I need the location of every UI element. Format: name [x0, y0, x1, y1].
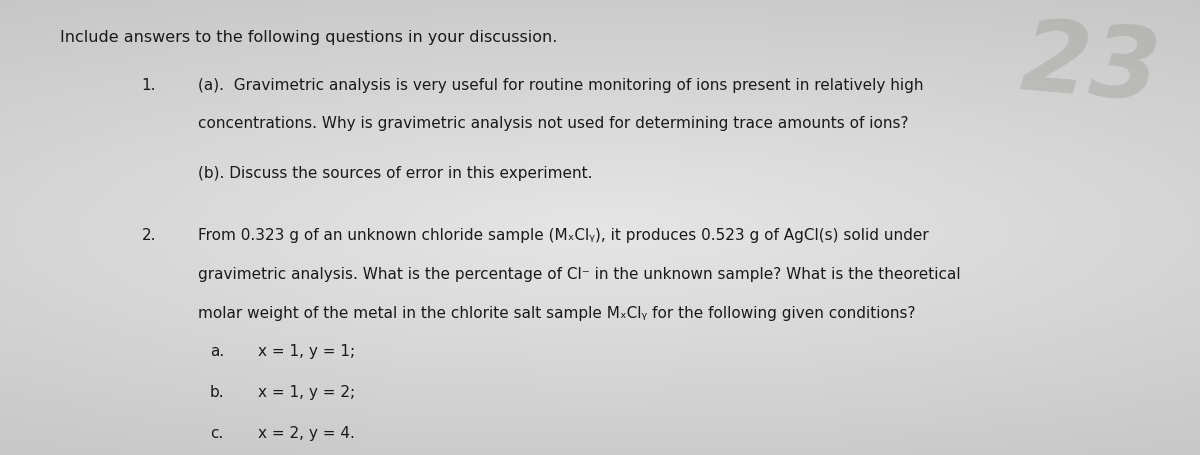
Text: gravimetric analysis. What is the percentage of Cl⁻ in the unknown sample? What : gravimetric analysis. What is the percen…	[198, 266, 961, 281]
Text: (a).  Gravimetric analysis is very useful for routine monitoring of ions present: (a). Gravimetric analysis is very useful…	[198, 77, 924, 92]
Text: 2.: 2.	[142, 228, 156, 243]
Text: x = 1, y = 2;: x = 1, y = 2;	[258, 384, 355, 399]
Text: a.: a.	[210, 344, 224, 359]
Text: b.: b.	[210, 384, 224, 399]
Text: concentrations. Why is gravimetric analysis not used for determining trace amoun: concentrations. Why is gravimetric analy…	[198, 116, 908, 131]
Text: From 0.323 g of an unknown chloride sample (MₓClᵧ), it produces 0.523 g of AgCl(: From 0.323 g of an unknown chloride samp…	[198, 228, 929, 243]
Text: (b). Discuss the sources of error in this experiment.: (b). Discuss the sources of error in thi…	[198, 166, 593, 181]
Text: c.: c.	[210, 425, 223, 440]
Text: Include answers to the following questions in your discussion.: Include answers to the following questio…	[60, 30, 557, 45]
Text: x = 2, y = 4.: x = 2, y = 4.	[258, 425, 355, 440]
Text: 23: 23	[1016, 14, 1164, 122]
Text: molar weight of the metal in the chlorite salt sample MₓClᵧ for the following gi: molar weight of the metal in the chlorit…	[198, 305, 916, 320]
Text: x = 1, y = 1;: x = 1, y = 1;	[258, 344, 355, 359]
Text: 1.: 1.	[142, 77, 156, 92]
